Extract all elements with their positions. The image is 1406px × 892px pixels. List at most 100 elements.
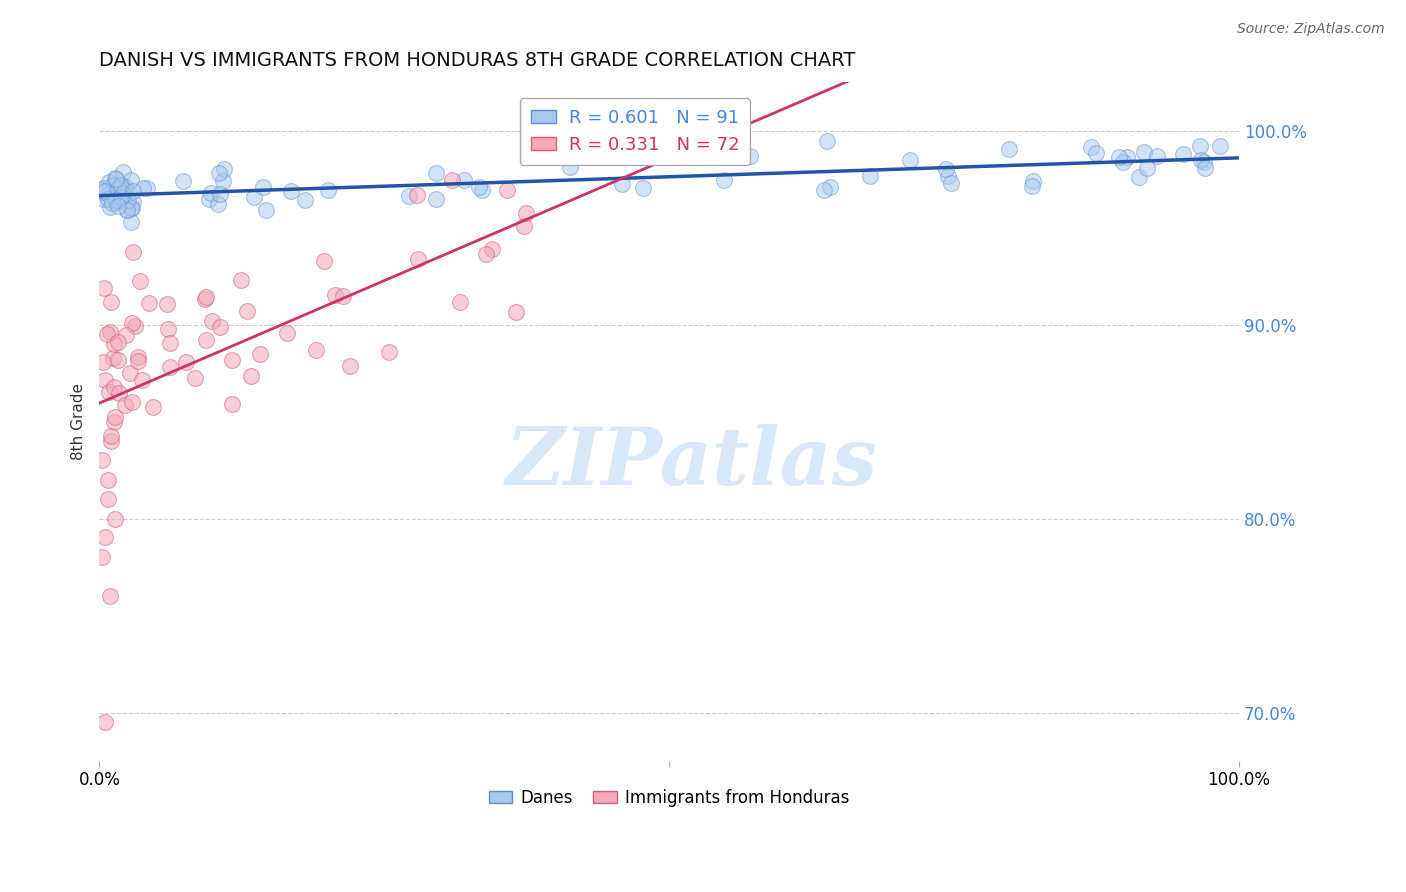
Point <box>1128 169 1150 184</box>
Text: Source: ZipAtlas.com: Source: ZipAtlas.com <box>1237 22 1385 37</box>
Point <box>120 201 142 215</box>
Point <box>212 174 235 188</box>
Point <box>818 180 841 194</box>
Point <box>121 201 143 215</box>
Point <box>859 169 882 183</box>
Point <box>118 366 141 380</box>
Point <box>97 186 120 201</box>
Point <box>107 182 129 196</box>
Point <box>172 174 194 188</box>
Point <box>98 175 121 189</box>
Point <box>104 171 127 186</box>
Point <box>813 183 835 197</box>
Point <box>121 316 143 330</box>
Point <box>939 176 962 190</box>
Point <box>124 319 146 334</box>
Point <box>107 193 129 207</box>
Point <box>200 186 222 201</box>
Point <box>425 192 447 206</box>
Point <box>104 170 127 185</box>
Point <box>104 195 127 210</box>
Point <box>105 194 128 208</box>
Point <box>998 142 1021 156</box>
Point <box>156 297 179 311</box>
Point <box>1022 174 1045 188</box>
Point <box>107 199 129 213</box>
Point <box>316 183 339 197</box>
Point <box>936 169 959 184</box>
Point <box>398 189 420 203</box>
Point <box>103 336 125 351</box>
Point <box>1189 153 1212 167</box>
Point <box>110 190 132 204</box>
Point <box>114 183 136 197</box>
Point <box>115 203 138 218</box>
Point <box>339 359 361 374</box>
Point <box>114 188 136 202</box>
Point <box>103 415 125 429</box>
Point <box>105 193 128 207</box>
Point <box>1108 150 1130 164</box>
Point <box>107 352 129 367</box>
Point <box>136 180 159 194</box>
Point <box>236 303 259 318</box>
Point <box>98 589 121 603</box>
Point <box>100 295 122 310</box>
Point <box>934 161 956 176</box>
Point <box>201 314 224 328</box>
Point <box>110 179 132 194</box>
Point <box>98 200 121 214</box>
Point <box>280 185 302 199</box>
Point <box>91 181 114 195</box>
Point <box>90 183 112 197</box>
Point <box>332 289 354 303</box>
Point <box>1021 179 1043 194</box>
Point <box>121 245 143 260</box>
Point <box>94 373 117 387</box>
Point <box>1080 140 1102 154</box>
Point <box>738 149 761 163</box>
Point <box>121 395 143 409</box>
Point <box>115 202 138 217</box>
Point <box>194 290 217 304</box>
Point <box>107 335 129 350</box>
Point <box>560 160 582 174</box>
Point <box>713 173 735 187</box>
Point <box>98 325 121 339</box>
Point <box>481 242 503 256</box>
Point <box>406 252 429 267</box>
Point <box>208 166 231 180</box>
Point <box>405 188 427 202</box>
Point <box>127 350 149 364</box>
Point <box>129 274 152 288</box>
Point <box>111 165 134 179</box>
Point <box>194 292 217 306</box>
Point <box>93 530 115 544</box>
Point <box>475 247 498 261</box>
Point <box>1189 139 1212 153</box>
Point <box>1192 155 1215 169</box>
Point <box>276 326 298 340</box>
Point <box>294 193 316 207</box>
Point <box>159 335 181 350</box>
Point <box>96 326 118 341</box>
Point <box>1112 154 1135 169</box>
Point <box>195 333 218 347</box>
Point <box>441 173 464 187</box>
Point <box>131 373 153 387</box>
Point <box>94 185 117 199</box>
Point <box>242 189 264 203</box>
Point <box>515 206 537 220</box>
Point <box>105 194 128 208</box>
Point <box>100 434 122 449</box>
Point <box>91 186 114 200</box>
Text: DANISH VS IMMIGRANTS FROM HONDURAS 8TH GRADE CORRELATION CHART: DANISH VS IMMIGRANTS FROM HONDURAS 8TH G… <box>100 51 856 70</box>
Y-axis label: 8th Grade: 8th Grade <box>72 384 86 460</box>
Point <box>425 166 447 180</box>
Point <box>132 181 155 195</box>
Point <box>207 196 229 211</box>
Point <box>101 351 124 366</box>
Point <box>115 179 138 194</box>
Point <box>815 134 838 148</box>
Point <box>115 327 138 342</box>
